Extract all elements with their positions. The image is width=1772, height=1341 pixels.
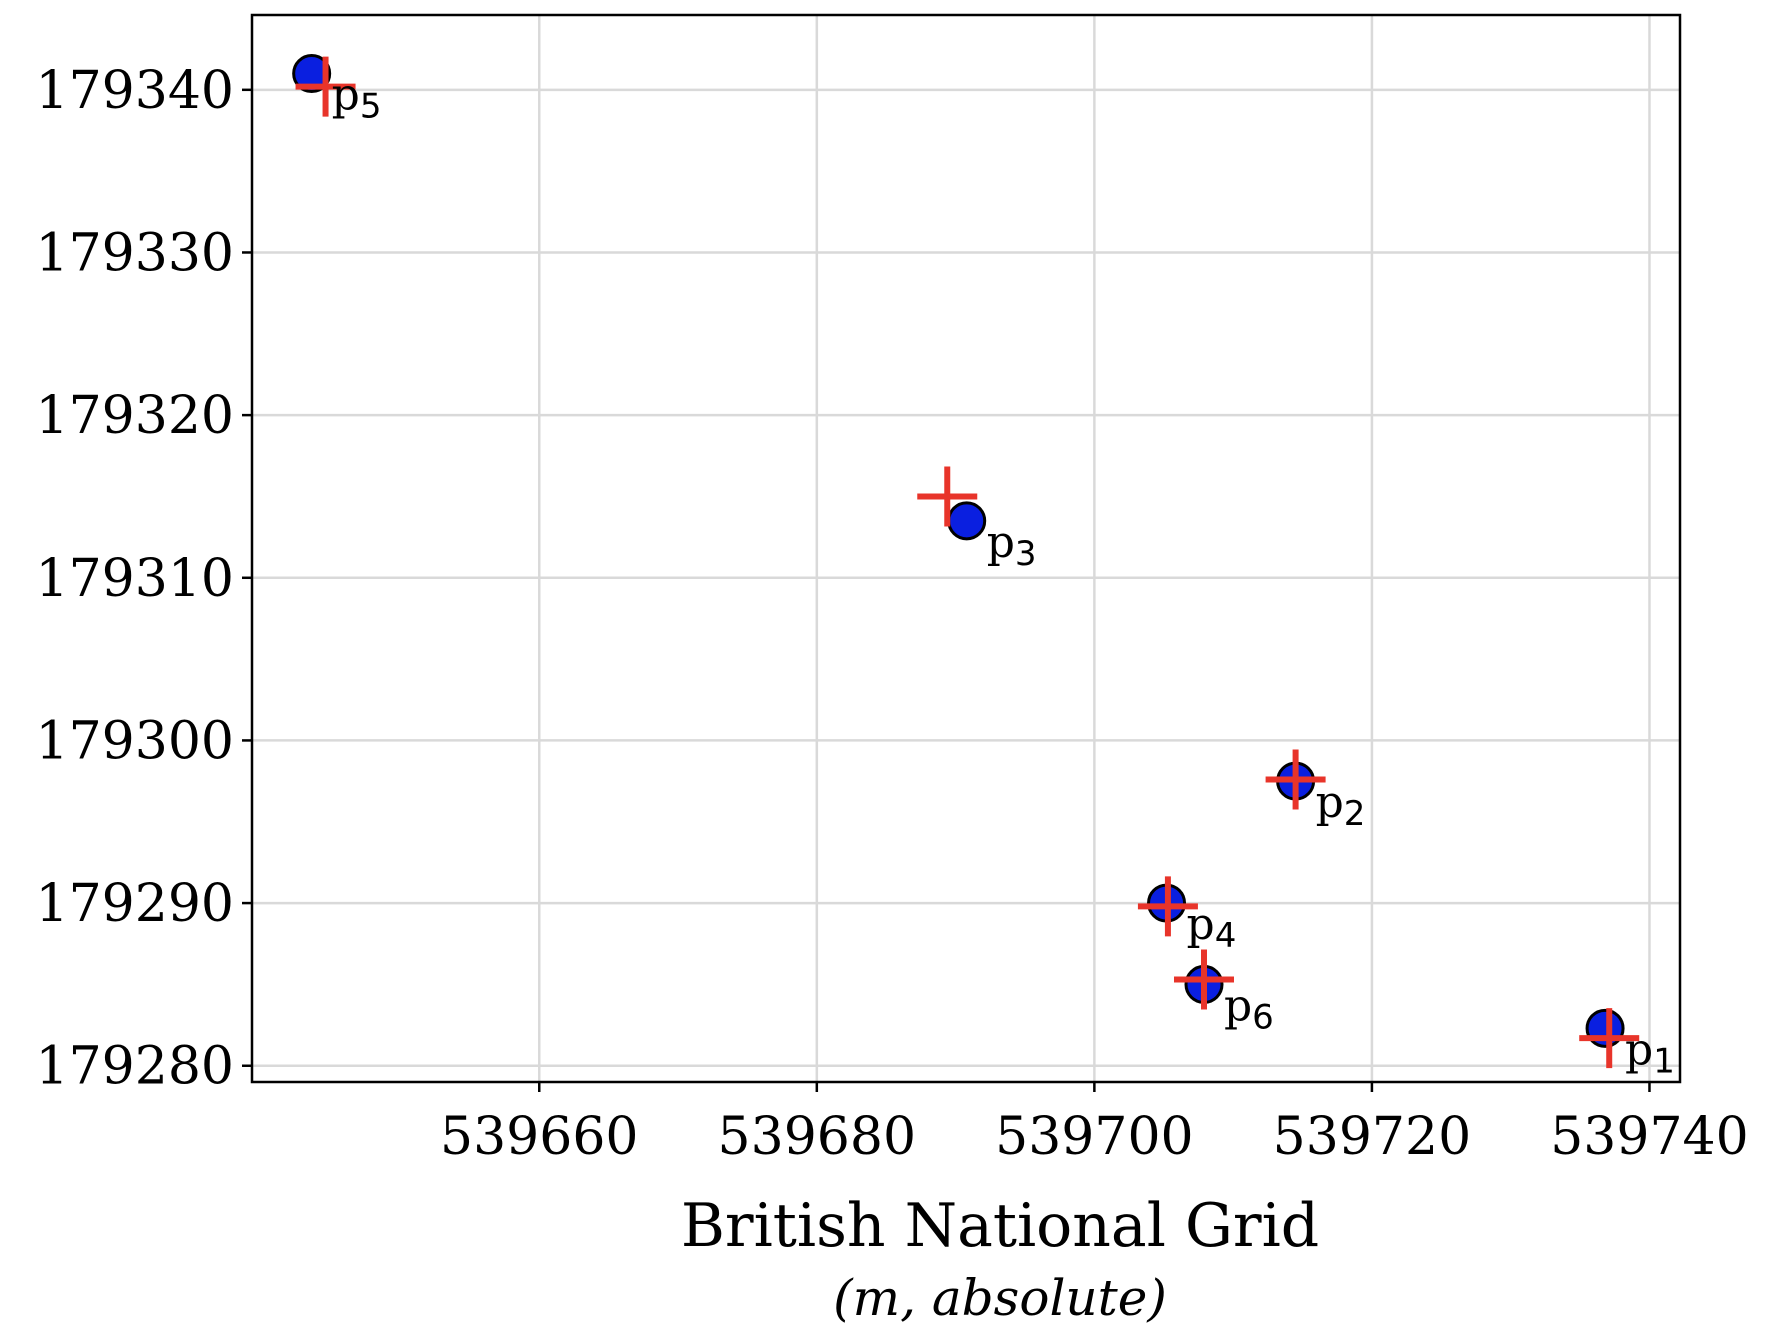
point-label-base: p [1187,899,1215,950]
point-label-base: p [1625,1024,1653,1075]
y-tick-label: 179310 [35,549,234,609]
y-tick-label: 179340 [35,61,234,121]
point-label: p1 [1625,1024,1675,1081]
x-axis-sublabel: (m, absolute) [833,1269,1167,1327]
y-tick-label: 179330 [35,223,234,283]
data-point-circle [947,501,987,541]
y-tick-label: 179300 [35,711,234,771]
marker-layer [292,54,1625,1048]
plot-frame [250,13,1682,1084]
y-tick-label: 179320 [35,386,234,446]
x-tick-label: 539680 [718,1107,917,1167]
point-label: p2 [1316,777,1366,834]
x-tick-label: 539740 [1550,1107,1749,1167]
y-tick-label: 179280 [35,1037,234,1097]
cross-layer [295,56,1640,1069]
point-label-subscript: 1 [1653,1041,1675,1081]
data-point-cross [295,56,356,117]
x-tick-label: 539700 [995,1107,1194,1167]
point-label-subscript: 2 [1344,794,1366,834]
x-tick-label: 539660 [440,1107,639,1167]
grid-layer [252,15,1680,1082]
data-point-cross [917,466,978,527]
tick-layer: 539660 539680 539700 539720 539740 179280 1792… [35,61,1748,1167]
point-label-base: p [1224,980,1252,1031]
data-point-circle [292,54,332,94]
point-label: p4 [1187,899,1237,956]
data-point-cross [1579,1008,1640,1069]
point-label: p3 [987,517,1037,574]
point-label-base: p [987,517,1015,568]
point-label-base: p [332,70,360,121]
y-tick-label: 179290 [35,874,234,934]
data-point-cross [1137,876,1198,937]
point-label-subscript: 6 [1252,997,1274,1037]
data-point-cross [1174,949,1234,1010]
x-axis-label: British National Grid [681,1191,1319,1261]
point-label-subscript: 3 [1015,534,1037,574]
point-label-base: p [1316,777,1344,828]
point-label: p5 [332,70,382,127]
x-tick-label: 539720 [1273,1107,1472,1167]
data-point-cross [1265,749,1326,810]
point-label-subscript: 5 [360,87,382,127]
point-label-subscript: 4 [1215,916,1237,956]
point-label: p6 [1224,980,1274,1037]
